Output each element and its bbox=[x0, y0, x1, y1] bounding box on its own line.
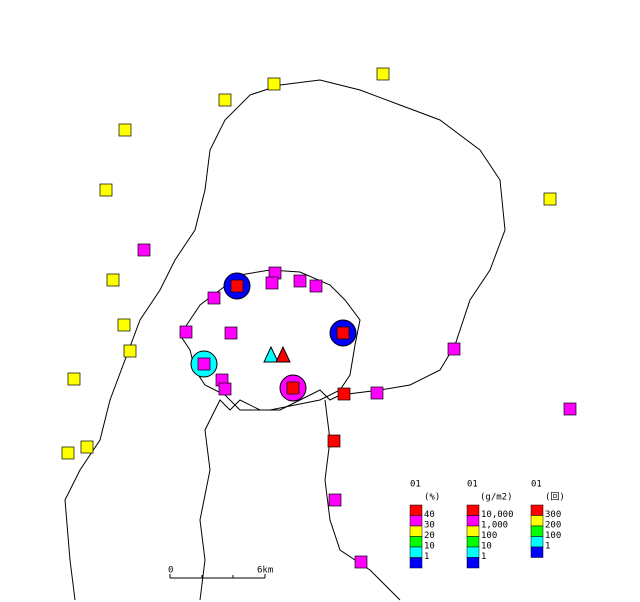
station bbox=[67, 372, 81, 386]
legend-title: 01 bbox=[531, 480, 542, 490]
legend-swatch bbox=[466, 504, 480, 516]
legend-title: 01 bbox=[467, 480, 478, 490]
scale-bar: 0 6km bbox=[168, 566, 273, 579]
legend-swatch bbox=[409, 557, 423, 569]
legends: 01(%)40302010101(g/m2)10,0001,0001001010… bbox=[409, 480, 565, 569]
legend-label: 10 bbox=[481, 542, 492, 552]
legend-swatch bbox=[530, 546, 544, 558]
station bbox=[137, 243, 151, 257]
station bbox=[265, 276, 279, 290]
station bbox=[563, 402, 577, 416]
station bbox=[327, 434, 341, 448]
legend-label: 100 bbox=[545, 531, 561, 541]
station bbox=[197, 357, 211, 371]
station bbox=[99, 183, 113, 197]
legend-label: 30 bbox=[424, 521, 435, 531]
station bbox=[286, 381, 300, 395]
legend-label: 1 bbox=[481, 552, 486, 562]
station bbox=[179, 325, 193, 339]
legend-swatch bbox=[409, 504, 423, 516]
crater bbox=[263, 345, 279, 363]
station bbox=[543, 192, 557, 206]
legend-label: 1,000 bbox=[481, 521, 508, 531]
legend-swatch bbox=[530, 525, 544, 537]
station bbox=[328, 493, 342, 507]
legend-label: 200 bbox=[545, 521, 561, 531]
station bbox=[123, 344, 137, 358]
island-coast bbox=[179, 269, 361, 411]
scale-end: 6km bbox=[257, 566, 273, 576]
legend-swatch bbox=[466, 525, 480, 537]
legend-swatch bbox=[466, 515, 480, 527]
legend-swatch bbox=[530, 504, 544, 516]
legend-swatch bbox=[466, 536, 480, 548]
legend-swatch bbox=[409, 546, 423, 558]
legend-title: 01 bbox=[410, 480, 421, 490]
legend-unit: (回) bbox=[545, 492, 565, 503]
legend-label: 40 bbox=[424, 510, 435, 520]
legend-swatch bbox=[466, 546, 480, 558]
scale-start: 0 bbox=[168, 566, 173, 576]
station bbox=[118, 123, 132, 137]
station bbox=[293, 274, 307, 288]
legend-unit: (g/m2) bbox=[480, 493, 513, 503]
crater bbox=[275, 345, 291, 363]
stations bbox=[61, 67, 577, 569]
station bbox=[61, 446, 75, 460]
legend-label: 10 bbox=[424, 542, 435, 552]
station bbox=[207, 291, 221, 305]
coastline bbox=[64, 79, 506, 601]
legend-label: 300 bbox=[545, 510, 561, 520]
legend-swatch bbox=[530, 536, 544, 548]
station bbox=[309, 279, 323, 293]
station bbox=[370, 386, 384, 400]
legend-label: 100 bbox=[481, 531, 497, 541]
legend-swatch bbox=[409, 525, 423, 537]
legend-label: 1 bbox=[424, 552, 429, 562]
legend-unit: (%) bbox=[424, 493, 440, 503]
legend-swatch bbox=[409, 536, 423, 548]
station bbox=[267, 77, 281, 91]
station bbox=[106, 273, 120, 287]
station bbox=[224, 326, 238, 340]
station bbox=[337, 387, 351, 401]
legend-label: 10,000 bbox=[481, 510, 514, 520]
legend-swatch bbox=[530, 515, 544, 527]
station bbox=[354, 555, 368, 569]
station bbox=[218, 382, 232, 396]
legend-swatch bbox=[409, 515, 423, 527]
station bbox=[447, 342, 461, 356]
legend-label: 20 bbox=[424, 531, 435, 541]
station bbox=[376, 67, 390, 81]
station bbox=[80, 440, 94, 454]
legend-label: 1 bbox=[545, 542, 550, 552]
station bbox=[230, 279, 244, 293]
legend-swatch bbox=[466, 557, 480, 569]
station bbox=[117, 318, 131, 332]
station bbox=[336, 326, 350, 340]
station bbox=[218, 93, 232, 107]
